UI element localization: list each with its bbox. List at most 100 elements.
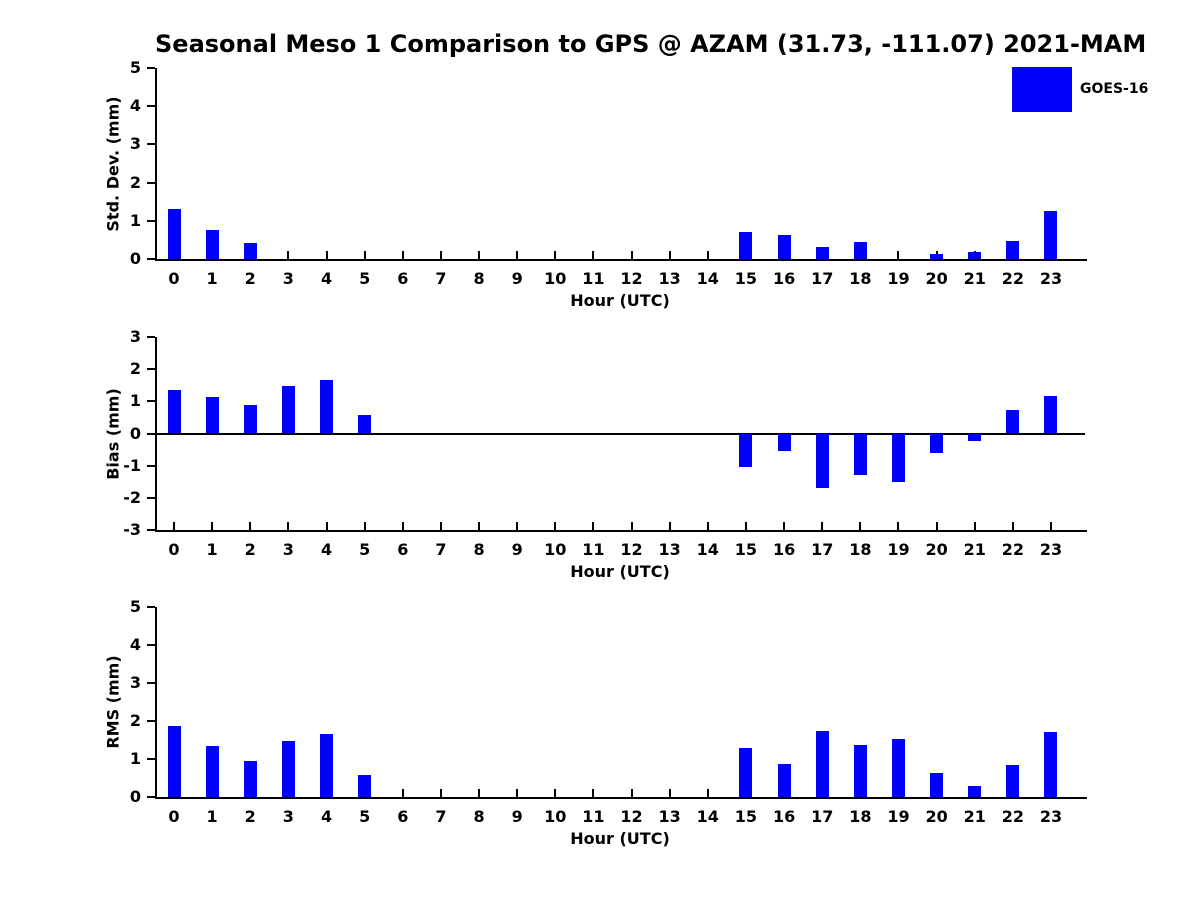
x-tick [744, 789, 747, 797]
y-tick-label: 2 [129, 172, 141, 192]
x-tick [249, 789, 252, 797]
bar-hour-22 [1006, 410, 1020, 434]
x-tick [897, 522, 900, 530]
y-tick-label: 3 [129, 673, 141, 692]
x-tick [173, 522, 175, 530]
x-tick-label: 0 [168, 807, 180, 826]
x-tick-label: 10 [544, 807, 567, 826]
bar-hour-1 [205, 229, 219, 259]
legend-label: GOES-16 [1080, 81, 1149, 97]
bar-hour-19 [891, 739, 905, 797]
y-tick [147, 219, 155, 222]
bar-hour-18 [853, 744, 867, 797]
x-tick-label: 14 [696, 540, 719, 559]
x-tick-label: 21 [963, 807, 986, 826]
x-tick-label: 2 [244, 807, 256, 826]
y-tick [147, 758, 155, 760]
x-tick-label: 5 [359, 269, 371, 288]
y-tick-label: 1 [129, 391, 141, 411]
x-tick-label: 6 [397, 540, 409, 559]
x-tick-label: 0 [168, 269, 180, 288]
x-tick-label: 14 [696, 807, 719, 826]
x-tick [363, 522, 366, 530]
x-tick-label: 12 [620, 269, 643, 288]
x-tick-label: 9 [511, 269, 523, 288]
x-tick-label: 22 [1001, 807, 1024, 826]
x-tick [554, 789, 557, 797]
x-tick-label: 1 [206, 807, 218, 826]
x-tick [744, 522, 747, 530]
y-tick [147, 432, 155, 435]
x-axis-label: Hour (UTC) [570, 291, 670, 310]
legend: GOES-16 [1012, 66, 1148, 112]
x-tick-label: 19 [887, 807, 910, 826]
bar-hour-21 [968, 433, 982, 441]
x-tick-label: 13 [658, 807, 681, 826]
y-tick [147, 336, 155, 338]
bar-hour-16 [777, 234, 791, 259]
y-tick [147, 682, 155, 684]
x-tick-label: 23 [1039, 269, 1063, 288]
bar-hour-3 [281, 386, 295, 434]
x-tick-label: 1 [206, 269, 218, 288]
bar-hour-2 [243, 405, 257, 434]
y-axis-label: Std. Dev. (mm) [103, 95, 123, 232]
x-tick [287, 251, 290, 259]
bar-hour-16 [777, 433, 791, 452]
x-tick [783, 251, 786, 259]
x-tick-label: 9 [511, 807, 523, 826]
x-tick [859, 789, 862, 797]
bar-hour-15 [739, 232, 753, 259]
x-tick-label: 18 [849, 807, 872, 826]
x-tick [897, 789, 900, 797]
x-tick [516, 522, 519, 530]
bar-hour-4 [320, 733, 334, 797]
x-tick-label: 10 [544, 269, 567, 288]
x-tick-label: 4 [320, 540, 333, 559]
x-tick [211, 789, 214, 797]
x-tick-label: 2 [244, 269, 256, 288]
x-tick [630, 522, 633, 530]
bar-hour-17 [815, 433, 829, 489]
y-tick [147, 720, 155, 722]
y-tick [147, 368, 155, 371]
x-tick-label: 19 [887, 540, 910, 559]
bar-hour-20 [930, 773, 944, 797]
bar-hour-17 [815, 730, 829, 797]
y-tick-label: -1 [123, 455, 141, 475]
x-tick-label: 5 [359, 540, 371, 559]
y-tick-label: 2 [129, 711, 141, 730]
y-tick [147, 400, 155, 403]
x-tick [935, 789, 938, 797]
x-tick [478, 522, 481, 530]
bar-hour-20 [930, 254, 944, 259]
bar-hour-2 [243, 242, 257, 259]
y-tick-label: -2 [123, 487, 141, 507]
x-tick [211, 251, 214, 259]
x-tick-label: 20 [925, 269, 948, 288]
x-tick [1011, 251, 1014, 259]
x-axis-label: Hour (UTC) [570, 829, 670, 848]
bar-hour-0 [167, 209, 181, 259]
x-tick-label: 20 [925, 540, 948, 559]
x-tick-label: 10 [544, 540, 567, 559]
y-tick-label: 5 [129, 597, 141, 616]
x-tick-label: 7 [435, 807, 447, 826]
y-axis-label: RMS (mm) [103, 655, 123, 749]
x-tick-label: 21 [963, 269, 986, 288]
x-tick-label: 22 [1001, 540, 1024, 559]
x-tick [592, 522, 595, 530]
x-tick [1049, 251, 1052, 259]
bar-hour-0 [167, 390, 181, 434]
bar-hour-15 [739, 433, 753, 468]
y-tick-label: 5 [129, 58, 141, 77]
x-tick [821, 789, 824, 797]
zero-line [155, 432, 1085, 435]
bar-hour-18 [853, 433, 867, 475]
y-tick-label: -3 [123, 520, 141, 539]
bar-hour-20 [930, 433, 944, 454]
x-tick-label: 1 [206, 540, 218, 559]
x-tick [783, 522, 786, 530]
x-tick-label: 11 [582, 540, 605, 559]
